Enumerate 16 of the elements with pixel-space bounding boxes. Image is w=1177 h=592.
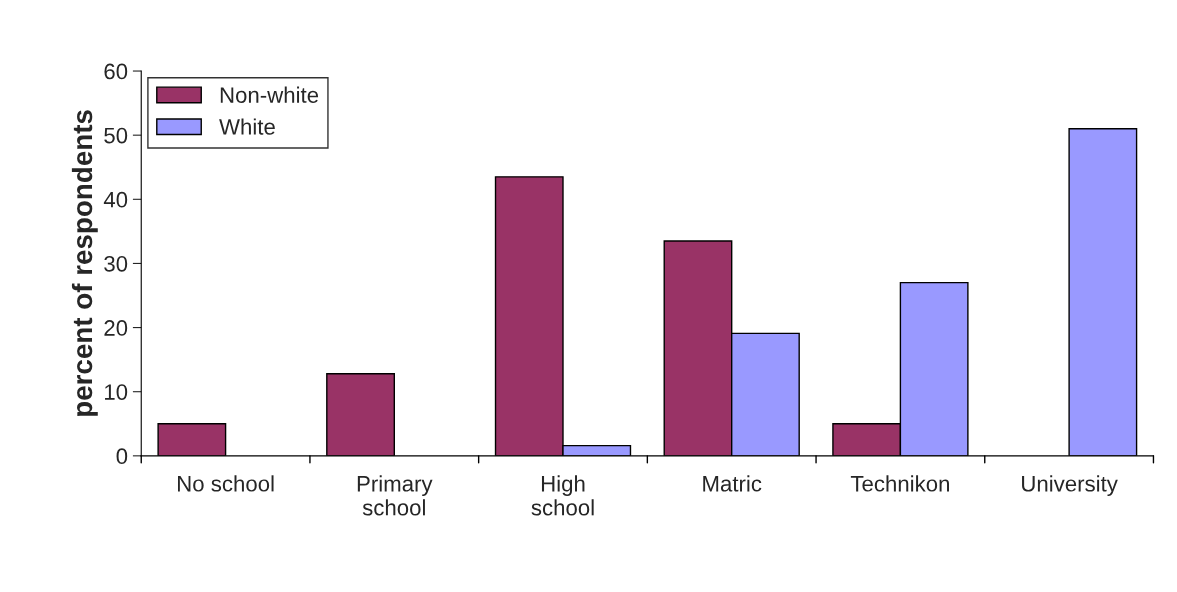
y-tick-label: 50 <box>104 127 128 144</box>
y-tick-label: 0 <box>116 448 128 465</box>
x-tick-label: Matric <box>703 475 762 492</box>
legend-label: Non-white <box>220 86 319 103</box>
x-tick-label: University <box>1022 475 1118 496</box>
y-tick-label: 60 <box>104 63 128 80</box>
y-tick-label: 10 <box>105 384 128 400</box>
x-tick-label: No school <box>178 475 274 492</box>
legend-label: White <box>219 118 275 135</box>
y-tick-label: 40 <box>103 191 128 208</box>
x-tick-label: Technikon <box>850 475 949 492</box>
y-tick-label: 20 <box>104 320 128 336</box>
x-tick-label: High school <box>531 475 594 516</box>
y-tick-label: 30 <box>104 255 128 272</box>
y-axis-title: percent of respondents <box>71 110 98 416</box>
x-tick-label: Primary school <box>357 475 433 516</box>
